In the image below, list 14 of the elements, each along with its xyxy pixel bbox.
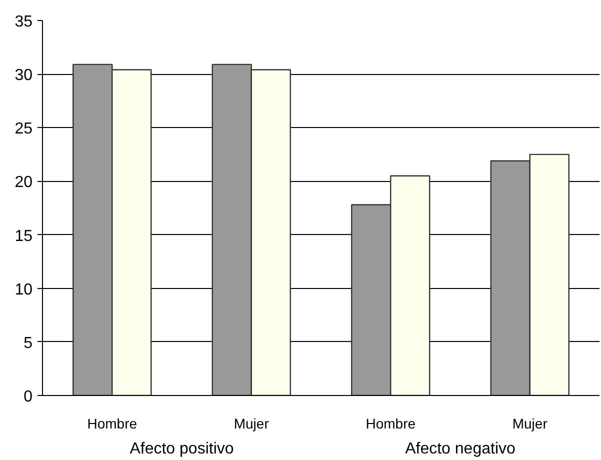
x-tick-label: Hombre: [87, 416, 138, 432]
x-tick-label: Hombre: [366, 416, 416, 432]
y-tick-label: 5: [24, 334, 33, 352]
y-tick-label: 0: [24, 388, 33, 406]
y-tick-label: 25: [14, 120, 33, 138]
y-tick-label: 35: [14, 14, 33, 30]
x-tick-label: Mujer: [234, 416, 270, 432]
x-tick-label: Mujer: [512, 416, 548, 432]
text: Afecto negativo: [405, 440, 516, 458]
text: Afecto positivo: [130, 440, 234, 458]
y-tick-label: 10: [14, 281, 33, 298]
y-tick-label: 30: [14, 67, 33, 84]
y-tick-label: 20: [14, 174, 33, 192]
y-tick-label: 15: [14, 228, 33, 245]
